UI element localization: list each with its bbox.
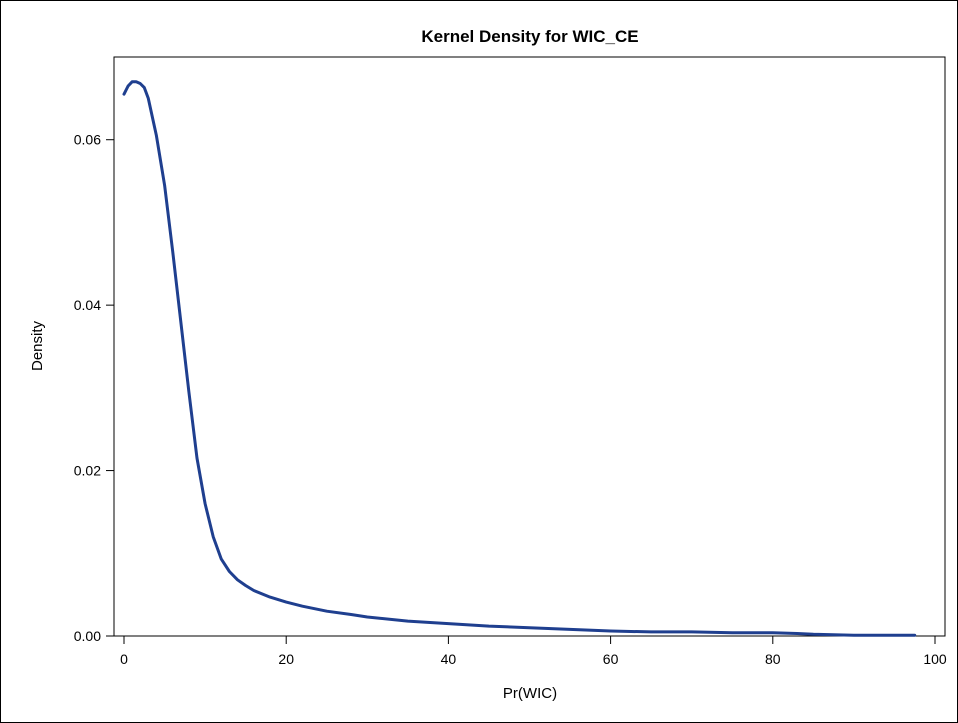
y-axis-label: Density bbox=[29, 320, 46, 371]
density-curve bbox=[122, 80, 917, 637]
x-tick-label: 40 bbox=[441, 651, 457, 667]
x-axis-label: Pr(WIC) bbox=[503, 685, 557, 702]
x-tick-label: 80 bbox=[765, 651, 781, 667]
x-tick-label: 100 bbox=[923, 651, 947, 667]
y-tick-label: 0.02 bbox=[74, 463, 101, 479]
y-tick-label: 0.04 bbox=[74, 297, 101, 313]
chart-title: Kernel Density for WIC_CE bbox=[421, 27, 638, 46]
x-axis: 0 20 40 60 80 100 bbox=[120, 636, 947, 667]
y-tick-label: 0.06 bbox=[74, 132, 101, 148]
x-tick-label: 60 bbox=[603, 651, 619, 667]
y-tick-label: 0.00 bbox=[74, 628, 101, 644]
plot-area bbox=[113, 56, 946, 637]
x-tick-label: 0 bbox=[120, 651, 128, 667]
y-axis: 0.00 0.02 0.04 0.06 bbox=[74, 132, 114, 644]
x-tick-label: 20 bbox=[278, 651, 294, 667]
